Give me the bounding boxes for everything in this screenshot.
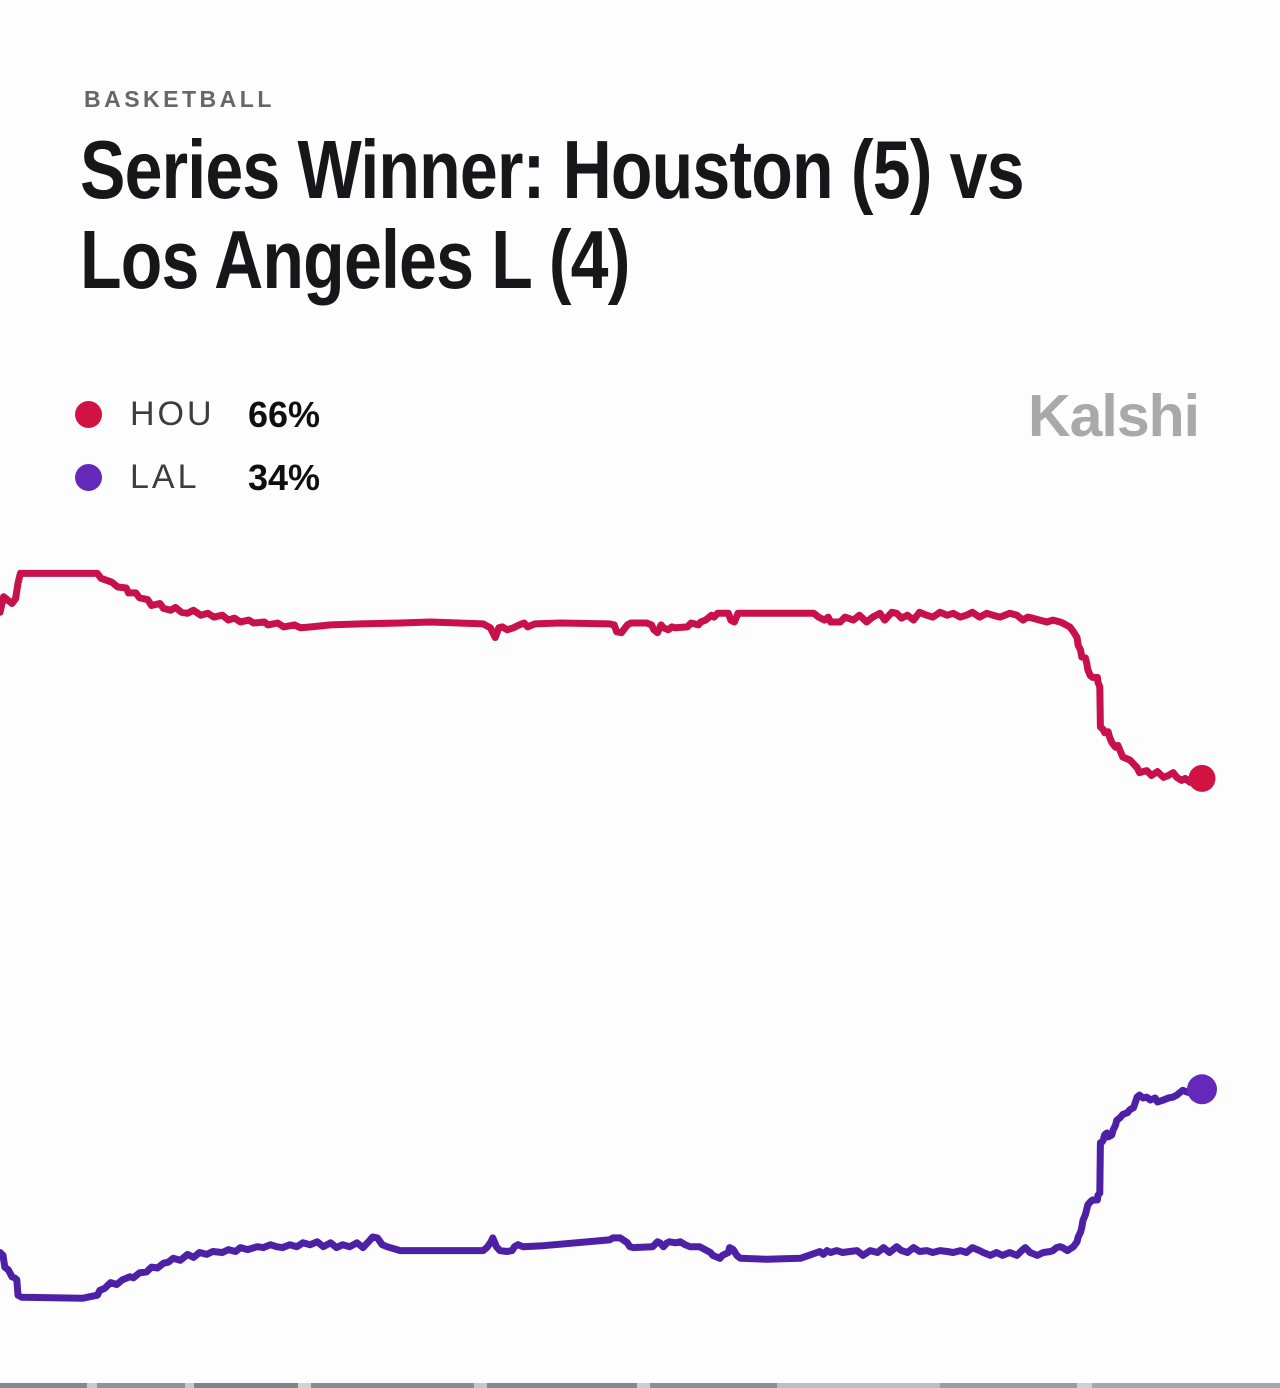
bottom-bar-segment — [1092, 1383, 1280, 1388]
hou-price-line — [0, 569, 1206, 786]
hou-legend-dot-icon — [75, 401, 102, 428]
bottom-edge-bar — [0, 1383, 1280, 1388]
bottom-bar-segment — [777, 1383, 940, 1388]
bottom-bar-segment — [650, 1383, 777, 1388]
bottom-bar-segment — [637, 1383, 650, 1388]
lal-probability: 34% — [248, 456, 321, 498]
hou-ticker: HOU — [130, 395, 215, 433]
lal-price-line — [0, 1085, 1206, 1302]
hou-probability: 66% — [248, 393, 321, 435]
bottom-bar-segment — [311, 1383, 474, 1388]
legend-row-lal: LAL 34% — [75, 457, 320, 498]
bottom-bar-segment — [487, 1383, 637, 1388]
legend-row-hou: HOU 66% — [75, 394, 320, 435]
lal-ticker: LAL — [130, 458, 200, 496]
bottom-bar-segment — [0, 1383, 87, 1388]
bottom-bar-segment — [298, 1383, 311, 1388]
legend: HOU 66% LAL 34% — [75, 394, 320, 527]
market-title-line-1: Series Winner: Houston (5) vs — [80, 123, 1025, 216]
lal-legend-dot-icon — [75, 464, 102, 491]
category-label: BASKETBALL — [84, 86, 275, 112]
bottom-bar-segment — [87, 1383, 97, 1388]
bottom-bar-segment — [1077, 1383, 1092, 1388]
bottom-bar-segment — [940, 1383, 1077, 1388]
hou-endpoint-dot — [1188, 764, 1216, 792]
market-title-line-2: Los Angeles L (4) — [80, 213, 630, 306]
bottom-bar-segment — [97, 1383, 185, 1388]
kalshi-logo: Kalshi — [1028, 383, 1200, 449]
bottom-bar-segment — [185, 1383, 194, 1388]
bottom-bar-segment — [194, 1383, 298, 1388]
market-title: Series Winner: Houston (5) vs Los Angele… — [80, 125, 1277, 305]
bottom-bar-segment — [474, 1383, 487, 1388]
lal-endpoint-dot — [1187, 1074, 1217, 1105]
